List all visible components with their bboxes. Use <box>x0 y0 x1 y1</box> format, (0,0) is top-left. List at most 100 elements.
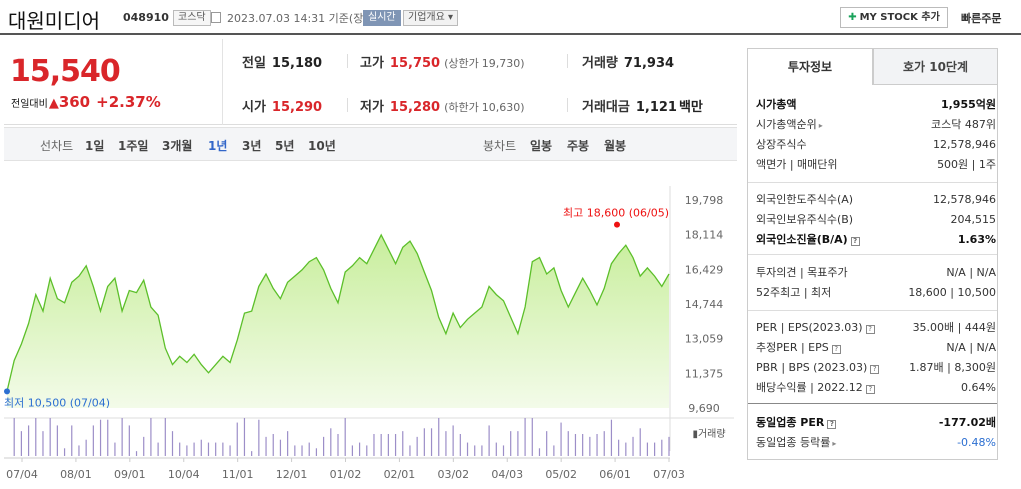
x-tick-label: 10/04 <box>168 468 200 481</box>
volume-bar <box>646 442 649 456</box>
realtime-badge[interactable]: 실시간 <box>363 10 401 26</box>
volume-bar <box>265 436 267 456</box>
change-percent: +2.37% <box>96 93 161 111</box>
volume-bar <box>35 418 37 456</box>
help-icon[interactable]: ? <box>831 345 841 354</box>
info-row-label[interactable]: PER | EPS(2023.03)? <box>756 319 875 337</box>
volume-bar <box>193 442 195 456</box>
volume-bar <box>301 445 303 456</box>
period-1y[interactable]: 1년 <box>208 139 228 153</box>
info-row-value: 204,515 <box>950 213 997 226</box>
volume-bar <box>114 442 116 456</box>
volume-bar <box>654 442 656 456</box>
info-row-label[interactable]: 배당수익률 | 2022.12? <box>756 379 875 397</box>
volume-bar <box>135 451 138 456</box>
volume-bar <box>553 445 555 456</box>
help-icon[interactable]: ? <box>865 325 875 334</box>
volume-bar <box>560 422 562 456</box>
help-icon[interactable]: ? <box>870 365 880 374</box>
info-row: 외국인소진율(B/A)? 1.63% <box>756 231 996 249</box>
volume-bar <box>179 442 181 456</box>
info-row-value: 1,955억원 <box>940 98 996 111</box>
period-5y[interactable]: 5년 <box>275 139 295 153</box>
volume-bar <box>416 436 418 456</box>
change-value: 360 <box>58 93 91 111</box>
change-label: 전일대비 <box>11 99 48 110</box>
volume-bar <box>625 442 627 456</box>
volume-bar <box>402 431 404 456</box>
volume-bar <box>215 442 217 456</box>
volume-bar <box>92 425 94 456</box>
candle-daily[interactable]: 일봉 <box>530 139 553 153</box>
stock-name: 대원미디어 <box>8 9 100 33</box>
volume-bar <box>632 436 634 456</box>
volume-bar <box>373 434 375 456</box>
x-tick-label: 07/03 <box>653 468 685 481</box>
volume-bar <box>524 418 526 456</box>
volume-bar <box>49 418 51 456</box>
add-mystock-button[interactable]: ✚ MY STOCK 추가 <box>840 7 948 28</box>
price-chart[interactable]: 19,798 18,114 16,429 14,744 13,059 11,375 9,69… <box>4 186 734 489</box>
volume-bar <box>157 442 159 456</box>
help-icon[interactable]: ? <box>827 420 837 429</box>
y-tick-label: 14,744 <box>685 298 724 311</box>
volume-bar <box>287 431 289 456</box>
info-row-value: 18,600 | 10,500 <box>908 286 996 299</box>
info-row-label[interactable]: 동일업종 PER? <box>756 414 837 432</box>
volume-bar <box>574 434 577 456</box>
divider <box>347 98 348 112</box>
candle-monthly[interactable]: 월봉 <box>604 139 627 153</box>
trade-amount: 거래대금 1,121 백만 <box>582 100 703 115</box>
volume-bar <box>63 448 66 456</box>
period-10y[interactable]: 10년 <box>308 139 336 153</box>
volume-bar <box>323 436 325 456</box>
x-tick-label: 06/01 <box>599 468 631 481</box>
volume-bar <box>200 439 202 456</box>
period-1w[interactable]: 1주일 <box>118 139 149 153</box>
info-row-label: 시가총액 <box>756 98 797 111</box>
prev-close: 전일 15,180 <box>242 56 323 71</box>
info-row: 추정PER | EPS? N/A | N/A <box>756 339 996 357</box>
volume-bar <box>387 434 389 456</box>
y-tick-label: 16,429 <box>685 263 724 276</box>
period-3m[interactable]: 3개월 <box>162 139 193 153</box>
period-1d[interactable]: 1일 <box>85 139 105 153</box>
timestamp: 2023.07.03 14:31 기준(장중) <box>227 12 378 25</box>
calendar-icon <box>211 12 221 23</box>
info-row-label[interactable]: 시가총액순위 ▸ <box>756 118 823 131</box>
info-row-label: 외국인보유주식수(B) <box>756 213 854 226</box>
y-tick-label: 11,375 <box>685 367 724 380</box>
help-icon[interactable]: ? <box>865 385 875 394</box>
volume-bar <box>567 431 569 456</box>
info-row-label[interactable]: 외국인소진율(B/A)? <box>756 231 860 249</box>
x-tick-label: 05/02 <box>545 468 577 481</box>
tab-investment-info[interactable]: 투자정보 <box>747 48 873 85</box>
price-area <box>7 234 669 408</box>
company-info-dropdown[interactable]: 기업개요 ▾ <box>403 10 459 26</box>
volume-bar <box>279 439 282 456</box>
info-row: 투자의견 | 목표주가 N/A | N/A <box>756 264 996 282</box>
volume-bar <box>85 439 87 456</box>
stock-header: 대원미디어 048910 코스닥 2023.07.03 14:31 기준(장중)… <box>0 0 1021 35</box>
divider <box>748 254 997 255</box>
info-row-label: 52주최고 | 최저 <box>756 286 832 299</box>
info-row-label[interactable]: 추정PER | EPS? <box>756 339 841 357</box>
info-row-label[interactable]: PBR | BPS (2023.03)? <box>756 359 880 377</box>
info-row: 시가총액순위 ▸ 코스닥 487위 <box>756 116 996 134</box>
volume-bar <box>618 439 620 456</box>
help-icon[interactable]: ? <box>850 237 860 246</box>
info-row-label: 투자의견 | 목표주가 <box>756 266 848 279</box>
period-3y[interactable]: 3년 <box>242 139 262 153</box>
candle-weekly[interactable]: 주봉 <box>567 139 590 153</box>
volume-bar <box>438 418 440 456</box>
volume-bar <box>294 445 296 456</box>
y-tick-label: 19,798 <box>685 194 724 207</box>
volume-bar <box>459 434 461 456</box>
fast-order-link[interactable]: 빠른주문 <box>961 12 1002 25</box>
info-row-label[interactable]: 동일업종 등락률 ▸ <box>756 436 837 449</box>
volume-bar <box>538 448 541 456</box>
info-row-value: -0.48% <box>957 436 996 449</box>
tab-order-book[interactable]: 호가 10단계 <box>873 48 998 85</box>
volume-bar <box>517 431 519 456</box>
x-tick-label: 07/04 <box>6 468 38 481</box>
